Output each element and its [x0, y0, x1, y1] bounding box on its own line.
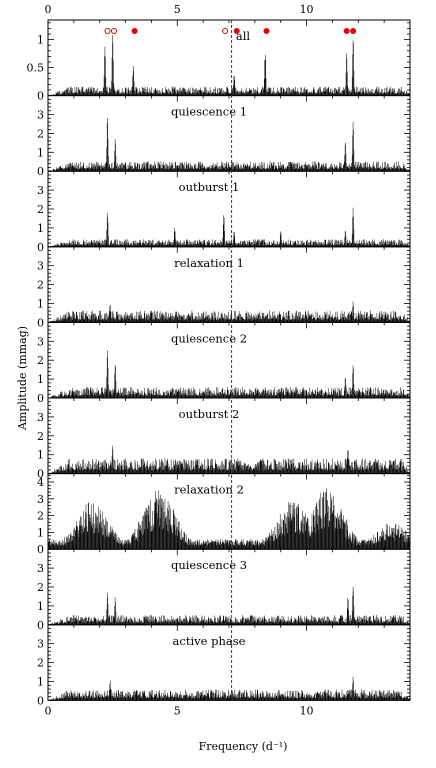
spectrum-trace [48, 445, 411, 474]
y-tick-label: 2 [37, 510, 44, 523]
panel-label: quiescence 1 [171, 105, 247, 119]
y-tick-label: 0 [37, 241, 44, 254]
marker-filled [131, 28, 138, 34]
y-tick-label: 3 [37, 411, 44, 424]
y-tick-label: 1 [37, 222, 44, 235]
panel-label: outburst 2 [179, 407, 240, 421]
x-tick-label-bottom: 0 [45, 704, 52, 717]
y-tick-label: 2 [37, 581, 44, 594]
marker-filled [263, 28, 270, 34]
y-tick-label: 0 [37, 316, 44, 329]
y-tick-label: 1 [37, 600, 44, 613]
panel-outburst-1: 0 1 2 3 outburst 1 [37, 170, 411, 254]
panel-all: 0 0.5 1 all [27, 19, 411, 103]
y-tick-label: 0 [37, 165, 44, 178]
x-tick-label-top: 5 [174, 3, 181, 16]
panel-active-phase: 0 1 2 3 active phase [37, 624, 411, 707]
panels-layer: 0 0.5 1 all 0 1 2 3 quiescence 1 0 1 2 3 outburst 1 0 1… [27, 3, 411, 717]
y-tick-label: 1 [37, 34, 44, 47]
y-tick-label: 2 [37, 127, 44, 140]
y-tick-label: 0 [37, 392, 44, 405]
y-tick-label: 3 [37, 562, 44, 575]
spectrum-trace [48, 350, 411, 398]
spectrum-trace [48, 301, 411, 323]
y-tick-label: 0 [37, 543, 44, 556]
spectrum-trace [48, 207, 411, 247]
marker-open [110, 28, 117, 34]
y-tick-label: 2 [37, 430, 44, 443]
x-tick-label-top: 10 [300, 3, 314, 16]
y-tick-label: 2 [37, 354, 44, 367]
y-tick-label: 0.5 [27, 62, 45, 75]
spectrum-trace [48, 586, 411, 625]
y-tick-label: 3 [37, 335, 44, 348]
panel-label: quiescence 3 [171, 558, 247, 572]
panel-label: active phase [173, 634, 246, 648]
x-tick-label-bottom: 10 [300, 704, 314, 717]
y-tick-label: 0 [37, 468, 44, 481]
y-tick-label: 3 [37, 493, 44, 506]
y-tick-label: 1 [37, 449, 44, 462]
y-tick-label: 3 [37, 184, 44, 197]
panel-relaxation-2: 0 1 2 3 4 relaxation 2 [37, 473, 411, 556]
panel-relaxation-1: 0 1 2 3 relaxation 1 [37, 246, 411, 329]
marker-filled [233, 28, 240, 34]
y-tick-label: 0 [37, 619, 44, 632]
y-tick-label: 1 [37, 676, 44, 689]
panel-label: all [236, 29, 251, 43]
y-tick-label: 1 [37, 298, 44, 311]
y-tick-label: 2 [37, 203, 44, 216]
x-tick-label-top: 0 [45, 3, 52, 16]
spectrum-trace [48, 676, 411, 701]
spectrum-trace [47, 488, 411, 550]
y-axis-title: Amplitude (mmag) [16, 326, 29, 431]
y-tick-label: 0 [37, 90, 44, 103]
spectrum-trace [48, 35, 411, 96]
x-tick-label-bottom: 5 [174, 704, 181, 717]
marker-open [222, 28, 229, 34]
y-tick-label: 3 [37, 260, 44, 273]
panel-label: outburst 1 [179, 180, 240, 194]
y-tick-label: 1 [37, 373, 44, 386]
panel-outburst-2: 0 1 2 3 outburst 2 [37, 397, 411, 481]
panel-quiescence-3: 0 1 2 3 quiescence 3 [37, 548, 411, 632]
panel-label: relaxation 1 [174, 256, 244, 270]
marker-open [104, 28, 111, 34]
y-tick-label: 4 [37, 476, 44, 489]
marker-filled [350, 28, 357, 34]
marker-filled [343, 28, 350, 34]
y-tick-label: 1 [37, 526, 44, 539]
panel-label: quiescence 2 [171, 331, 247, 345]
y-tick-label: 1 [37, 146, 44, 159]
y-tick-label: 2 [37, 279, 44, 292]
panel-label: relaxation 2 [174, 483, 244, 497]
y-tick-label: 3 [37, 638, 44, 651]
x-axis-title: Frequency (d⁻¹) [199, 740, 288, 753]
panel-quiescence-1: 0 1 2 3 quiescence 1 [37, 95, 411, 178]
y-tick-label: 2 [37, 657, 44, 670]
spectrum-trace [48, 118, 411, 172]
panel-quiescence-2: 0 1 2 3 quiescence 2 [37, 321, 411, 405]
y-tick-label: 0 [37, 694, 44, 707]
y-tick-label: 3 [37, 109, 44, 122]
